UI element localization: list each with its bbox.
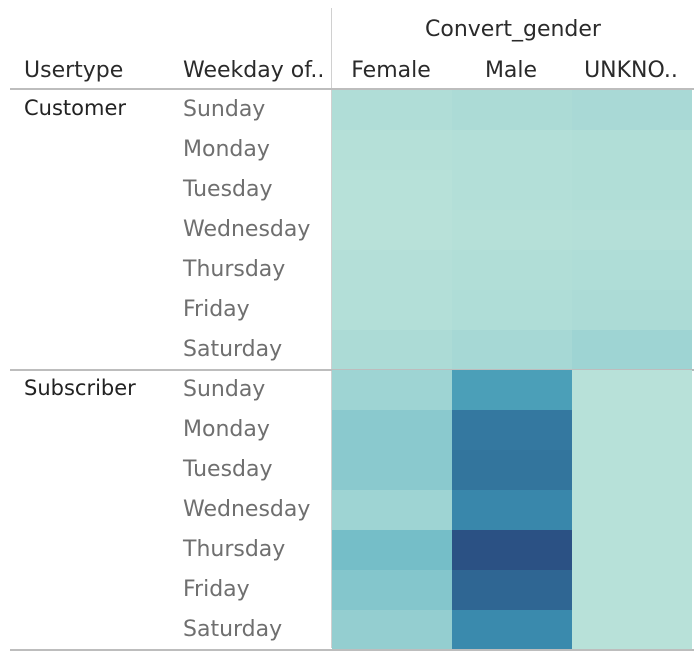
heatmap-cell-subscriber-wednesday-0[interactable] [332, 490, 452, 530]
heatmap-cell-customer-sunday-0[interactable] [332, 90, 452, 130]
weekday-label: Thursday [183, 257, 286, 282]
weekday-label: Monday [183, 417, 270, 442]
heatmap-cell-subscriber-friday-0[interactable] [332, 570, 452, 610]
heatmap-cell-customer-wednesday-0[interactable] [332, 210, 452, 250]
heatmap-cell-customer-sunday-1[interactable] [452, 90, 572, 130]
heatmap-cell-subscriber-tuesday-2[interactable] [572, 450, 692, 490]
weekday-label: Wednesday [183, 217, 311, 242]
heatmap-cell-subscriber-saturday-1[interactable] [452, 610, 572, 650]
heatmap-cell-customer-thursday-1[interactable] [452, 250, 572, 290]
heatmap-cell-customer-tuesday-1[interactable] [452, 170, 572, 210]
heatmap-cell-subscriber-saturday-0[interactable] [332, 610, 452, 650]
heatmap-cell-subscriber-monday-0[interactable] [332, 410, 452, 450]
weekday-label: Thursday [183, 537, 286, 562]
row-header-usertype: Usertype [24, 58, 124, 83]
heatmap-cell-subscriber-sunday-1[interactable] [452, 370, 572, 410]
heatmap-cell-customer-monday-2[interactable] [572, 130, 692, 170]
heatmap-cell-customer-thursday-2[interactable] [572, 250, 692, 290]
column-header-2: UNKNO.. [584, 58, 678, 83]
weekday-label: Friday [183, 297, 250, 322]
heatmap-cell-customer-tuesday-2[interactable] [572, 170, 692, 210]
column-header-0: Female [351, 58, 431, 83]
heatmap-cell-subscriber-tuesday-0[interactable] [332, 450, 452, 490]
weekday-label: Wednesday [183, 497, 311, 522]
heatmap-cell-subscriber-friday-2[interactable] [572, 570, 692, 610]
heatmap-cell-customer-saturday-0[interactable] [332, 330, 452, 370]
weekday-label: Saturday [183, 617, 283, 642]
heatmap-cell-subscriber-thursday-1[interactable] [452, 530, 572, 570]
heatmap-cell-subscriber-sunday-0[interactable] [332, 370, 452, 410]
group-divider [10, 649, 694, 651]
heatmap-cell-customer-wednesday-1[interactable] [452, 210, 572, 250]
weekday-label: Saturday [183, 337, 283, 362]
heatmap-cell-customer-saturday-2[interactable] [572, 330, 692, 370]
weekday-label: Sunday [183, 377, 266, 402]
header-divider [10, 88, 694, 90]
heatmap-cell-subscriber-sunday-2[interactable] [572, 370, 692, 410]
heatmap-cell-subscriber-monday-2[interactable] [572, 410, 692, 450]
heatmap-cell-customer-friday-1[interactable] [452, 290, 572, 330]
weekday-label: Tuesday [183, 457, 273, 482]
grid-left-divider [331, 8, 332, 648]
heatmap-cell-subscriber-saturday-2[interactable] [572, 610, 692, 650]
heatmap-cell-customer-friday-0[interactable] [332, 290, 452, 330]
heatmap-cell-customer-monday-0[interactable] [332, 130, 452, 170]
weekday-label: Sunday [183, 97, 266, 122]
heatmap-cell-customer-tuesday-0[interactable] [332, 170, 452, 210]
heatmap-cell-customer-thursday-0[interactable] [332, 250, 452, 290]
heatmap-cell-subscriber-wednesday-2[interactable] [572, 490, 692, 530]
weekday-label: Monday [183, 137, 270, 162]
heatmap-cell-subscriber-thursday-0[interactable] [332, 530, 452, 570]
weekday-label: Friday [183, 577, 250, 602]
heatmap-cell-subscriber-wednesday-1[interactable] [452, 490, 572, 530]
heatmap-cell-subscriber-monday-1[interactable] [452, 410, 572, 450]
heatmap-cell-customer-wednesday-2[interactable] [572, 210, 692, 250]
column-group-title: Convert_gender [425, 17, 601, 42]
heatmap-cell-subscriber-tuesday-1[interactable] [452, 450, 572, 490]
usertype-label-customer: Customer [24, 96, 127, 120]
column-header-1: Male [484, 58, 538, 83]
heatmap-cell-customer-monday-1[interactable] [452, 130, 572, 170]
usertype-label-subscriber: Subscriber [24, 376, 136, 400]
row-header-weekday: Weekday of.. [183, 58, 325, 83]
heatmap-cell-subscriber-thursday-2[interactable] [572, 530, 692, 570]
heatmap-cell-customer-saturday-1[interactable] [452, 330, 572, 370]
heatmap-cell-subscriber-friday-1[interactable] [452, 570, 572, 610]
heatmap-cell-customer-friday-2[interactable] [572, 290, 692, 330]
heatmap-cell-customer-sunday-2[interactable] [572, 90, 692, 130]
weekday-label: Tuesday [183, 177, 273, 202]
